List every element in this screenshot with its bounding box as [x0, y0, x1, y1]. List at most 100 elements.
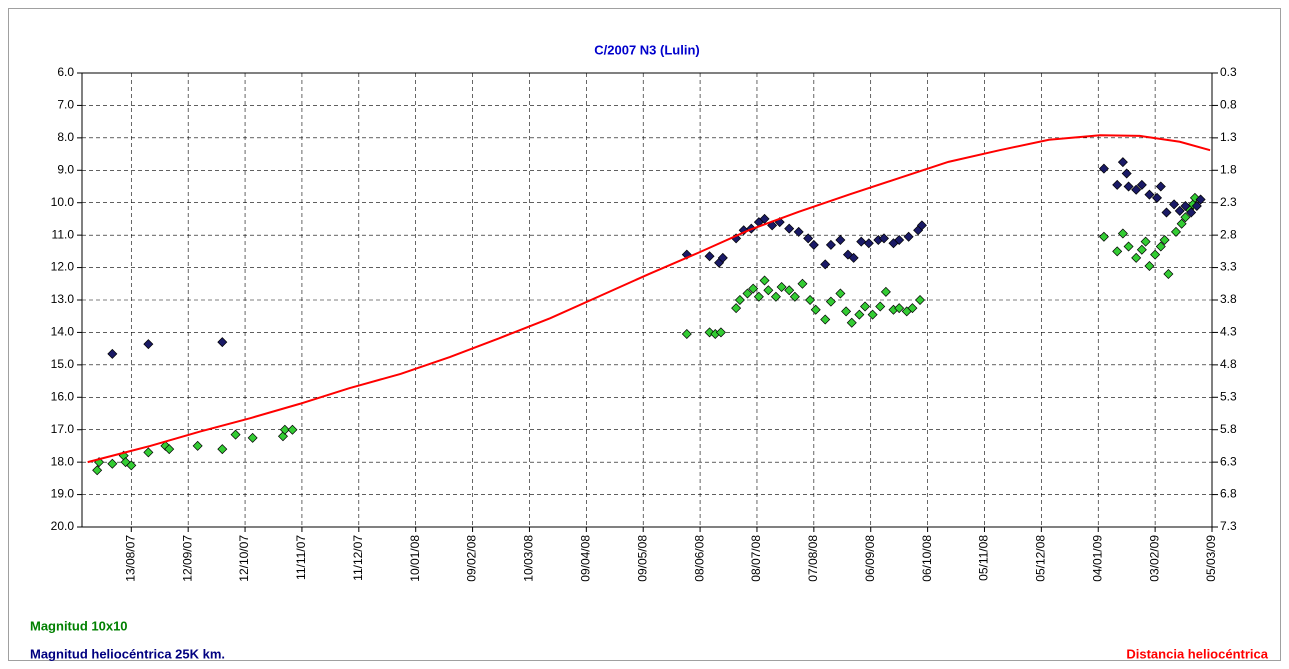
y2-tick-label: 3.3: [1220, 260, 1237, 274]
data-point: [1170, 226, 1181, 237]
data-point: [753, 291, 764, 302]
data-point: [230, 429, 241, 440]
legend-label: Distancia heliocéntrica: [1126, 646, 1268, 661]
data-point: [742, 288, 753, 299]
y2-tick-label: 7.3: [1220, 519, 1237, 533]
y-tick-label: 12.0: [51, 260, 75, 274]
y2-tick-label: 0.3: [1220, 65, 1237, 79]
y2-tick-label: 4.3: [1220, 325, 1237, 339]
data-point: [217, 337, 228, 348]
data-point: [287, 424, 298, 435]
data-point: [810, 304, 821, 315]
x-tick-label: 08/06/08: [692, 535, 706, 582]
x-tick-label: 12/09/07: [180, 535, 194, 582]
data-point: [217, 444, 228, 455]
data-point: [808, 239, 819, 250]
y2-tick-label: 2.3: [1220, 195, 1237, 209]
data-point: [748, 283, 759, 294]
data-point: [784, 285, 795, 296]
data-point: [704, 251, 715, 262]
data-point: [820, 259, 831, 270]
y-tick-label: 18.0: [51, 454, 75, 468]
y-tick-label: 14.0: [51, 325, 75, 339]
data-point: [820, 314, 831, 325]
data-point: [164, 444, 175, 455]
y2-tick-label: 1.3: [1220, 130, 1237, 144]
data-point: [1159, 235, 1170, 246]
data-point: [867, 309, 878, 320]
data-point: [1155, 241, 1166, 252]
x-tick-label: 10/01/08: [408, 535, 422, 582]
data-point: [1169, 199, 1180, 210]
data-point: [1189, 192, 1200, 203]
x-tick-label: 12/10/07: [237, 535, 251, 582]
data-point: [734, 295, 745, 305]
y-tick-label: 11.0: [52, 227, 75, 241]
data-point: [907, 303, 918, 314]
data-point: [1163, 269, 1174, 280]
data-point: [704, 327, 715, 338]
x-tick-label: 08/07/08: [749, 535, 763, 582]
data-point: [803, 233, 814, 244]
x-tick-label: 09/05/08: [635, 535, 649, 582]
y-tick-label: 17.0: [51, 422, 75, 436]
data-point: [1117, 157, 1128, 168]
data-point: [770, 291, 781, 302]
data-point: [1136, 244, 1147, 255]
data-point: [1112, 179, 1123, 190]
data-point: [160, 440, 171, 451]
y2-tick-label: 2.8: [1220, 227, 1237, 241]
data-point: [846, 317, 857, 328]
y-tick-label: 13.0: [51, 292, 75, 306]
y2-tick-label: 6.8: [1220, 487, 1237, 501]
x-tick-label: 06/09/08: [863, 535, 877, 582]
data-point: [92, 465, 103, 476]
y-tick-label: 20.0: [51, 519, 75, 533]
x-tick-label: 05/03/09: [1204, 535, 1218, 582]
frame: [8, 8, 1281, 661]
x-tick-label: 13/08/07: [123, 535, 137, 582]
y-tick-label: 15.0: [51, 357, 75, 371]
data-point: [880, 286, 891, 297]
data-point: [1155, 181, 1166, 192]
data-line: [87, 134, 1211, 464]
data-point: [763, 285, 774, 296]
data-point: [715, 327, 726, 338]
data-point: [854, 309, 865, 320]
data-point: [841, 306, 852, 317]
y-tick-label: 7.0: [57, 98, 74, 112]
data-point: [1098, 163, 1109, 174]
data-point: [1176, 218, 1187, 229]
y2-tick-label: 5.8: [1220, 422, 1237, 436]
data-point: [1150, 249, 1161, 260]
data-point: [1121, 168, 1132, 179]
plot-area: [81, 72, 1213, 528]
chart-title: C/2007 N3 (Lulin): [594, 42, 699, 57]
data-point: [835, 235, 846, 246]
data-point: [1136, 179, 1147, 190]
x-tick-label: 09/02/08: [465, 535, 479, 582]
data-point: [1112, 246, 1123, 257]
data-point: [1174, 205, 1185, 216]
data-point: [903, 231, 914, 242]
y2-tick-label: 5.3: [1220, 389, 1237, 403]
data-point: [776, 282, 787, 293]
x-tick-label: 10/03/08: [522, 535, 536, 582]
data-point: [848, 252, 859, 263]
x-tick-label: 05/11/08: [977, 535, 991, 581]
x-tick-label: 06/10/08: [920, 535, 934, 582]
data-point: [143, 447, 154, 458]
data-point: [1117, 228, 1128, 239]
data-point: [143, 339, 154, 350]
data-point: [279, 424, 290, 435]
data-point: [835, 288, 846, 299]
legend-label: Magnitud heliocéntrica 25K km.: [30, 646, 225, 661]
y2-tick-label: 0.8: [1220, 98, 1237, 112]
y2-tick-label: 3.8: [1220, 292, 1237, 306]
data-point: [767, 220, 778, 231]
data-point: [1131, 184, 1142, 195]
x-tick-label: 11/12/07: [351, 535, 365, 581]
data-point: [1180, 200, 1191, 211]
y2-tick-label: 4.8: [1220, 357, 1237, 371]
